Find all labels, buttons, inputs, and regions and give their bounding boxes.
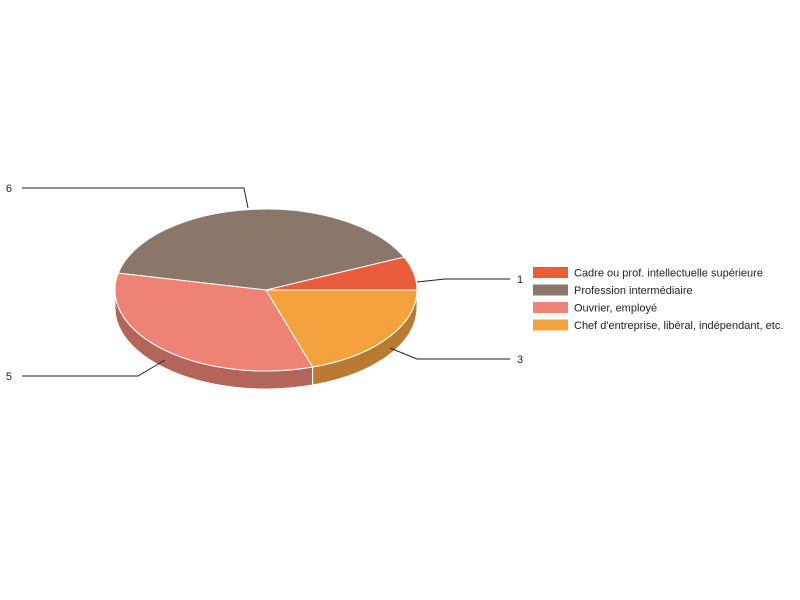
data-label-3: 3: [517, 354, 523, 366]
legend: Cadre ou prof. intellectuelle supérieure…: [533, 267, 783, 332]
legend-label-0: Cadre ou prof. intellectuelle supérieure: [574, 268, 763, 280]
legend-swatch-0: [533, 267, 568, 278]
legend-swatch-1: [533, 284, 568, 296]
data-label-1: 6: [6, 183, 12, 195]
data-label-0: 1: [517, 274, 523, 286]
leader-line-3: [389, 347, 510, 360]
legend-swatch-2: [533, 302, 568, 313]
leader-line-2: [22, 359, 166, 377]
leader-line-1: [22, 187, 249, 209]
pie-slice-2[interactable]: [114, 272, 314, 372]
legend-swatch-3: [533, 319, 568, 331]
leader-line-0: [416, 278, 510, 283]
pie-slice-3[interactable]: [265, 289, 418, 368]
legend-label-1: Profession intermédiaire: [574, 285, 693, 297]
data-label-2: 5: [6, 371, 12, 383]
legend-label-2: Ouvrier, employé: [574, 303, 657, 315]
pie-slice-1[interactable]: [117, 208, 405, 291]
legend-label-3: Chef d'entreprise, libéral, indépendant,…: [574, 320, 783, 332]
pie-slices: [114, 208, 418, 372]
